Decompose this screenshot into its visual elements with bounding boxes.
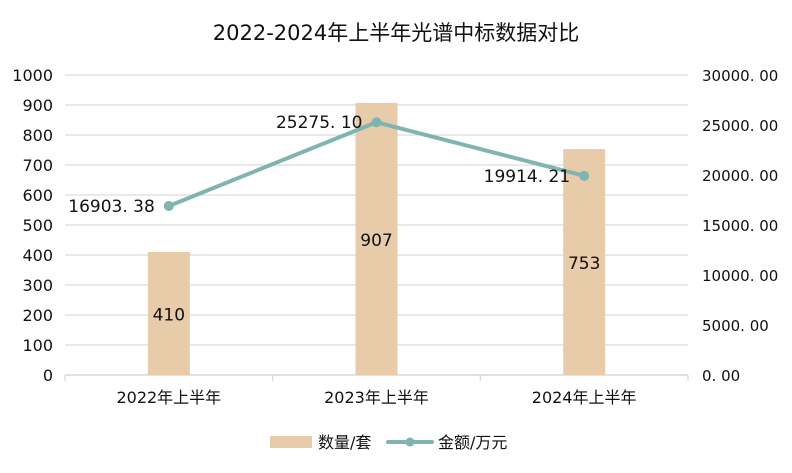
right-tick-label: 25000. 00 [702,117,778,135]
line-point [579,170,590,181]
left-tick-label: 200 [22,306,53,325]
left-tick-label: 800 [22,126,53,145]
left-axis-ticks: 0 100 200 300 400 500 600 700 800 900 1000 [12,66,53,385]
left-tick-label: 0 [43,366,53,385]
bar-label: 907 [360,231,392,251]
left-tick-label: 400 [22,246,53,265]
right-tick-label: 10000. 00 [702,267,778,285]
legend-label-line: 金额/万元 [438,433,507,452]
line-series: 16903. 38 25275. 10 19914. 21 [68,113,590,217]
x-tick-label: 2022年上半年 [116,388,221,407]
left-tick-label: 300 [22,276,53,295]
right-tick-label: 5000. 00 [702,317,769,335]
right-tick-label: 0. 00 [702,367,740,385]
left-tick-label: 900 [22,96,53,115]
x-axis-ticks: 2022年上半年 2023年上半年 2024年上半年 [64,375,689,407]
bar [147,252,190,375]
left-tick-label: 600 [22,186,53,205]
legend-marker [405,437,415,447]
chart-title: 2022-2024年上半年光谱中标数据对比 [213,21,579,45]
line-point [371,117,382,128]
right-axis-ticks: 0. 00 5000. 00 10000. 00 15000. 00 20000. 00… [702,67,778,385]
bar-label: 410 [153,306,185,326]
legend: 数量/套 金额/万元 [270,433,507,452]
x-tick-label: 2023年上半年 [324,388,429,407]
left-tick-label: 700 [22,156,53,175]
left-tick-label: 1000 [12,66,53,85]
right-tick-label: 15000. 00 [702,217,778,235]
x-tick-label: 2024年上半年 [532,388,637,407]
legend-swatch-bar [270,436,312,448]
bar-label: 753 [568,254,600,274]
line-label: 19914. 21 [484,167,571,187]
legend-label-bar: 数量/套 [318,433,371,452]
line-label: 16903. 38 [68,197,155,217]
line-label: 25275. 10 [276,113,363,133]
bars: 410 907 753 [147,102,606,376]
right-tick-label: 20000. 00 [702,167,778,185]
left-tick-label: 500 [22,216,53,235]
bar [563,149,606,375]
right-tick-label: 30000. 00 [702,67,778,85]
left-tick-label: 100 [22,336,53,355]
bar [355,102,398,376]
line-point [163,200,174,211]
